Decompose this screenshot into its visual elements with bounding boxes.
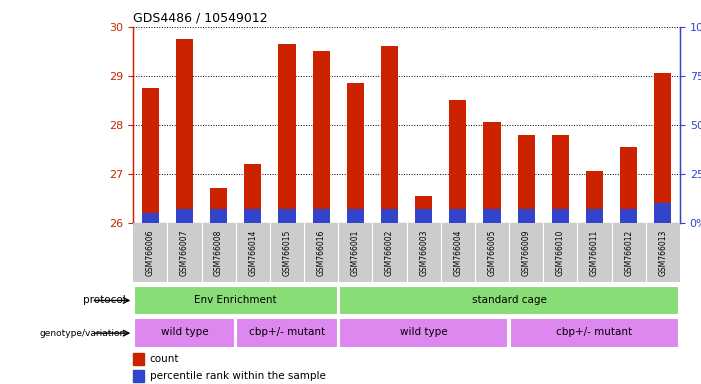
- Bar: [278, 44, 296, 223]
- Text: percentile rank within the sample: percentile rank within the sample: [149, 371, 325, 381]
- Text: wild type: wild type: [400, 328, 447, 338]
- Text: GSM766007: GSM766007: [180, 229, 189, 276]
- Text: GSM766012: GSM766012: [624, 229, 633, 276]
- Text: wild type: wild type: [161, 328, 208, 338]
- Text: cbp+/- mutant: cbp+/- mutant: [557, 328, 632, 338]
- Text: GSM766005: GSM766005: [487, 229, 496, 276]
- Bar: [484, 209, 501, 223]
- Bar: [449, 209, 466, 223]
- FancyBboxPatch shape: [510, 318, 679, 348]
- Bar: [176, 39, 193, 223]
- Text: GSM766004: GSM766004: [454, 229, 463, 276]
- Text: GSM766016: GSM766016: [317, 229, 326, 276]
- FancyBboxPatch shape: [236, 318, 338, 348]
- Bar: [278, 209, 296, 223]
- Bar: [313, 51, 329, 223]
- Bar: [620, 209, 637, 223]
- Bar: [517, 135, 535, 223]
- Text: standard cage: standard cage: [472, 295, 547, 305]
- Text: GDS4486 / 10549012: GDS4486 / 10549012: [133, 11, 268, 24]
- Bar: [654, 73, 672, 223]
- Bar: [484, 122, 501, 223]
- Bar: [244, 209, 261, 223]
- Bar: [552, 209, 569, 223]
- Bar: [244, 164, 261, 223]
- FancyBboxPatch shape: [339, 286, 679, 315]
- Bar: [133, 370, 144, 382]
- Bar: [347, 209, 364, 223]
- Bar: [142, 88, 159, 223]
- Text: GSM766002: GSM766002: [385, 229, 394, 276]
- Bar: [210, 209, 227, 223]
- Text: GSM766009: GSM766009: [522, 229, 531, 276]
- Bar: [210, 189, 227, 223]
- FancyBboxPatch shape: [134, 318, 235, 348]
- Bar: [552, 135, 569, 223]
- Bar: [586, 209, 603, 223]
- Text: GSM766010: GSM766010: [556, 229, 565, 276]
- Text: genotype/variation: genotype/variation: [40, 329, 126, 338]
- Bar: [620, 147, 637, 223]
- Text: GSM766003: GSM766003: [419, 229, 428, 276]
- Bar: [654, 203, 672, 223]
- Text: GSM766011: GSM766011: [590, 229, 599, 276]
- Bar: [449, 100, 466, 223]
- Text: protocol: protocol: [83, 295, 126, 306]
- Text: GSM766001: GSM766001: [350, 229, 360, 276]
- Text: GSM766008: GSM766008: [214, 229, 223, 276]
- Text: cbp+/- mutant: cbp+/- mutant: [249, 328, 325, 338]
- Bar: [517, 209, 535, 223]
- Bar: [133, 353, 144, 365]
- Bar: [176, 209, 193, 223]
- Bar: [381, 209, 398, 223]
- Bar: [347, 83, 364, 223]
- Text: count: count: [149, 354, 179, 364]
- Text: GSM766014: GSM766014: [248, 229, 257, 276]
- Bar: [415, 209, 433, 223]
- Text: GSM766006: GSM766006: [146, 229, 155, 276]
- Bar: [313, 209, 329, 223]
- Text: GSM766015: GSM766015: [283, 229, 292, 276]
- Bar: [415, 196, 433, 223]
- Bar: [586, 171, 603, 223]
- Bar: [142, 213, 159, 223]
- Bar: [381, 46, 398, 223]
- Text: Env Enrichment: Env Enrichment: [194, 295, 277, 305]
- Text: GSM766013: GSM766013: [658, 229, 667, 276]
- FancyBboxPatch shape: [134, 286, 338, 315]
- FancyBboxPatch shape: [339, 318, 508, 348]
